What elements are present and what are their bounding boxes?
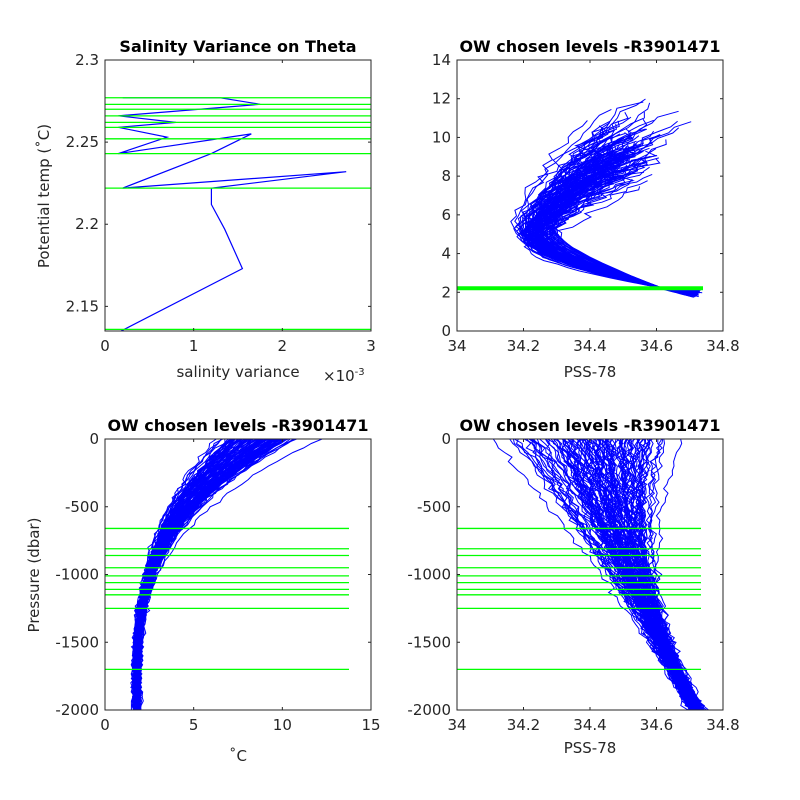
y-tick-label: 0	[89, 430, 99, 448]
chart-title: OW chosen levels -R3901471	[107, 416, 368, 435]
y-tick-label: -500	[417, 498, 451, 516]
axes-box	[104, 59, 372, 332]
y-tick-label: 2.2	[75, 215, 99, 233]
y-axis-label: Pressure (dbar)	[25, 518, 43, 633]
chart-title: OW chosen levels -R3901471	[459, 416, 720, 435]
y-tick-label: -1500	[407, 633, 451, 651]
profile-line	[118, 97, 347, 331]
y-tick-label: 4	[441, 245, 451, 263]
x-tick-label: 3	[366, 337, 376, 355]
x-tick-label: 34.4	[573, 716, 606, 734]
x-tick-label: 5	[189, 716, 199, 734]
x-tick-label: 34.6	[640, 337, 673, 355]
y-tick-label: 2.25	[66, 133, 99, 151]
plot-area	[457, 439, 709, 710]
x-tick-label: 34.2	[507, 337, 540, 355]
profile-line	[605, 439, 705, 710]
x-tick-label: 34	[447, 337, 466, 355]
y-tick-label: 2	[441, 283, 451, 301]
profile-line	[134, 439, 267, 710]
x-axis-label: PSS-78	[564, 363, 617, 381]
x-tick-label: 1	[189, 337, 199, 355]
y-tick-label: -2000	[55, 701, 99, 719]
x-tick-label: 34	[447, 716, 466, 734]
profile-line	[136, 439, 249, 710]
profile-line	[535, 180, 698, 297]
x-exponent-power: -3	[355, 367, 365, 378]
y-tick-label: 0	[441, 322, 451, 340]
profile-line	[131, 439, 222, 710]
panel-theta-salinity: OW chosen levels -R3901471 PSS-78 34 34.2…	[432, 37, 740, 381]
plot-area	[457, 98, 703, 298]
x-axis-label: salinity variance	[176, 363, 299, 381]
x-tick-label: 34.6	[640, 716, 673, 734]
y-tick-label: -500	[65, 498, 99, 516]
y-tick-label: -1000	[55, 566, 99, 584]
x-tick-label: 0	[100, 337, 110, 355]
x-exponent-base: ×10	[323, 367, 355, 385]
plot-area	[105, 439, 349, 710]
plot-area	[105, 97, 371, 331]
y-tick-label: 10	[432, 128, 451, 146]
y-tick-label: -1000	[407, 566, 451, 584]
y-tick-label: 6	[441, 206, 451, 224]
panel-salinity-variance: Salinity Variance on Theta salinity vari…	[35, 37, 376, 385]
profile-line	[567, 439, 697, 710]
x-tick-label: 34.2	[507, 716, 540, 734]
profile-line	[562, 439, 698, 710]
y-tick-label: 8	[441, 167, 451, 185]
x-tick-label: 0	[100, 716, 110, 734]
y-tick-label: -1500	[55, 633, 99, 651]
profile-line	[582, 439, 694, 710]
y-tick-label: 14	[432, 51, 451, 69]
profile-line	[617, 439, 700, 710]
x-axis-label: PSS-78	[564, 739, 617, 757]
x-axis-label: ˚C	[229, 747, 247, 765]
profile-line	[629, 439, 697, 710]
x-tick-label: 34.8	[706, 716, 739, 734]
x-tick-label: 34.4	[573, 337, 606, 355]
profile-line	[528, 439, 696, 710]
x-tick-label: 34.8	[706, 337, 739, 355]
x-exponent-label: ×10-3	[323, 367, 365, 385]
x-tick-label: 10	[273, 716, 292, 734]
y-tick-label: 12	[432, 90, 451, 108]
chart-title: OW chosen levels -R3901471	[459, 37, 720, 56]
y-tick-label: 2.15	[66, 297, 99, 315]
y-tick-label: 2.3	[75, 51, 99, 69]
panel-temperature-pressure: OW chosen levels -R3901471 ˚C Pressure (…	[25, 416, 381, 765]
profile-line	[136, 439, 253, 710]
y-axis-label: Potential temp (˚C)	[35, 124, 53, 268]
x-tick-label: 15	[361, 716, 380, 734]
profile-line	[134, 439, 277, 710]
y-tick-label: -2000	[407, 701, 451, 719]
y-tick-label: 0	[441, 430, 451, 448]
chart-title: Salinity Variance on Theta	[119, 37, 356, 56]
x-tick-label: 2	[278, 337, 288, 355]
panel-salinity-pressure: OW chosen levels -R3901471 PSS-78 34 34.2…	[407, 416, 739, 757]
